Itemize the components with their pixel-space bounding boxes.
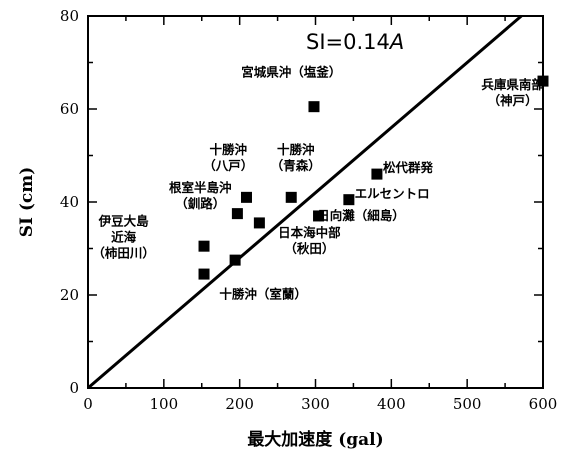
point-annotation: 日向灘（細島） (317, 208, 405, 223)
formula-prefix: SI=0.14 (306, 30, 390, 54)
point-annotation: 兵庫県南部（神戸） (481, 77, 544, 108)
point-annotation: 宮城県沖（塩釜） (241, 64, 341, 79)
annotation-line: 根室半島沖 (169, 180, 232, 195)
x-tick-label: 600 (529, 395, 558, 413)
y-tick-label: 60 (60, 100, 79, 118)
annotation-line: 近海 (111, 230, 137, 245)
data-point (253, 217, 265, 229)
data-point (537, 75, 549, 87)
point-annotation: 松代群発 (383, 160, 434, 175)
fit-line (87, 14, 523, 390)
data-point (231, 208, 243, 220)
data-point (198, 268, 210, 280)
annotation-line: 松代群発 (383, 160, 434, 175)
y-axis-label: SI (cm) (17, 167, 37, 238)
point-annotation: 十勝沖（青森） (271, 142, 321, 173)
annotation-line: （青森） (271, 158, 321, 173)
point-annotation: 十勝沖（八戸） (203, 142, 253, 173)
x-tick-label: 400 (377, 395, 406, 413)
data-point (313, 210, 325, 222)
y-tick-label: 40 (60, 193, 79, 211)
point-annotation: エルセントロ (355, 186, 430, 201)
y-tick-label: 20 (60, 286, 79, 304)
data-point (229, 254, 241, 266)
data-point (371, 168, 383, 180)
annotation-line: 日本海中部 (278, 225, 341, 240)
data-point (308, 101, 320, 113)
formula-variable: A (388, 30, 404, 54)
annotation-line: 兵庫県南部 (481, 77, 544, 92)
annotation-line: （八戸） (203, 158, 253, 173)
x-axis-label: 最大加速度 (gal) (247, 429, 383, 449)
point-annotation: 日本海中部（秋田） (278, 225, 341, 256)
annotation-line: （釧路） (175, 196, 225, 211)
annotations: 宮城県沖（塩釜）兵庫県南部（神戸）十勝沖（八戸）十勝沖（青森）根室半島沖（釧路）… (92, 64, 544, 301)
y-tick-label: 0 (69, 379, 79, 397)
point-annotation: 根室半島沖（釧路） (169, 180, 232, 211)
x-tick-label: 500 (453, 395, 482, 413)
formula-label: SI=0.14A (306, 30, 404, 54)
annotation-line: 十勝沖 (277, 142, 315, 157)
y-tick-label: 80 (60, 7, 79, 25)
x-tick-label: 100 (150, 395, 179, 413)
fit-line-group (87, 14, 523, 390)
data-point (285, 191, 297, 203)
annotation-line: （柿田川） (92, 246, 155, 261)
annotation-line: 十勝沖（室蘭） (219, 287, 307, 302)
data-point (198, 240, 210, 252)
axes: 0 100 200 300 400 500 600 0 20 40 60 80 (60, 7, 557, 413)
annotation-line: （秋田） (284, 241, 334, 256)
annotation-line: （神戸） (488, 93, 538, 108)
data-point (343, 194, 355, 206)
annotation-line: エルセントロ (355, 186, 430, 201)
x-tick-label: 300 (301, 395, 330, 413)
point-annotation: 伊豆大島近海（柿田川） (92, 214, 155, 261)
data-points (198, 75, 549, 280)
point-annotation: 十勝沖（室蘭） (219, 287, 307, 302)
x-tick-label: 200 (225, 395, 254, 413)
annotation-line: 宮城県沖（塩釜） (241, 64, 341, 79)
annotation-line: 伊豆大島 (98, 214, 150, 229)
data-point (240, 191, 252, 203)
annotation-line: 十勝沖 (210, 142, 248, 157)
x-tick-label: 0 (83, 395, 93, 413)
annotation-line: 日向灘（細島） (317, 208, 405, 223)
